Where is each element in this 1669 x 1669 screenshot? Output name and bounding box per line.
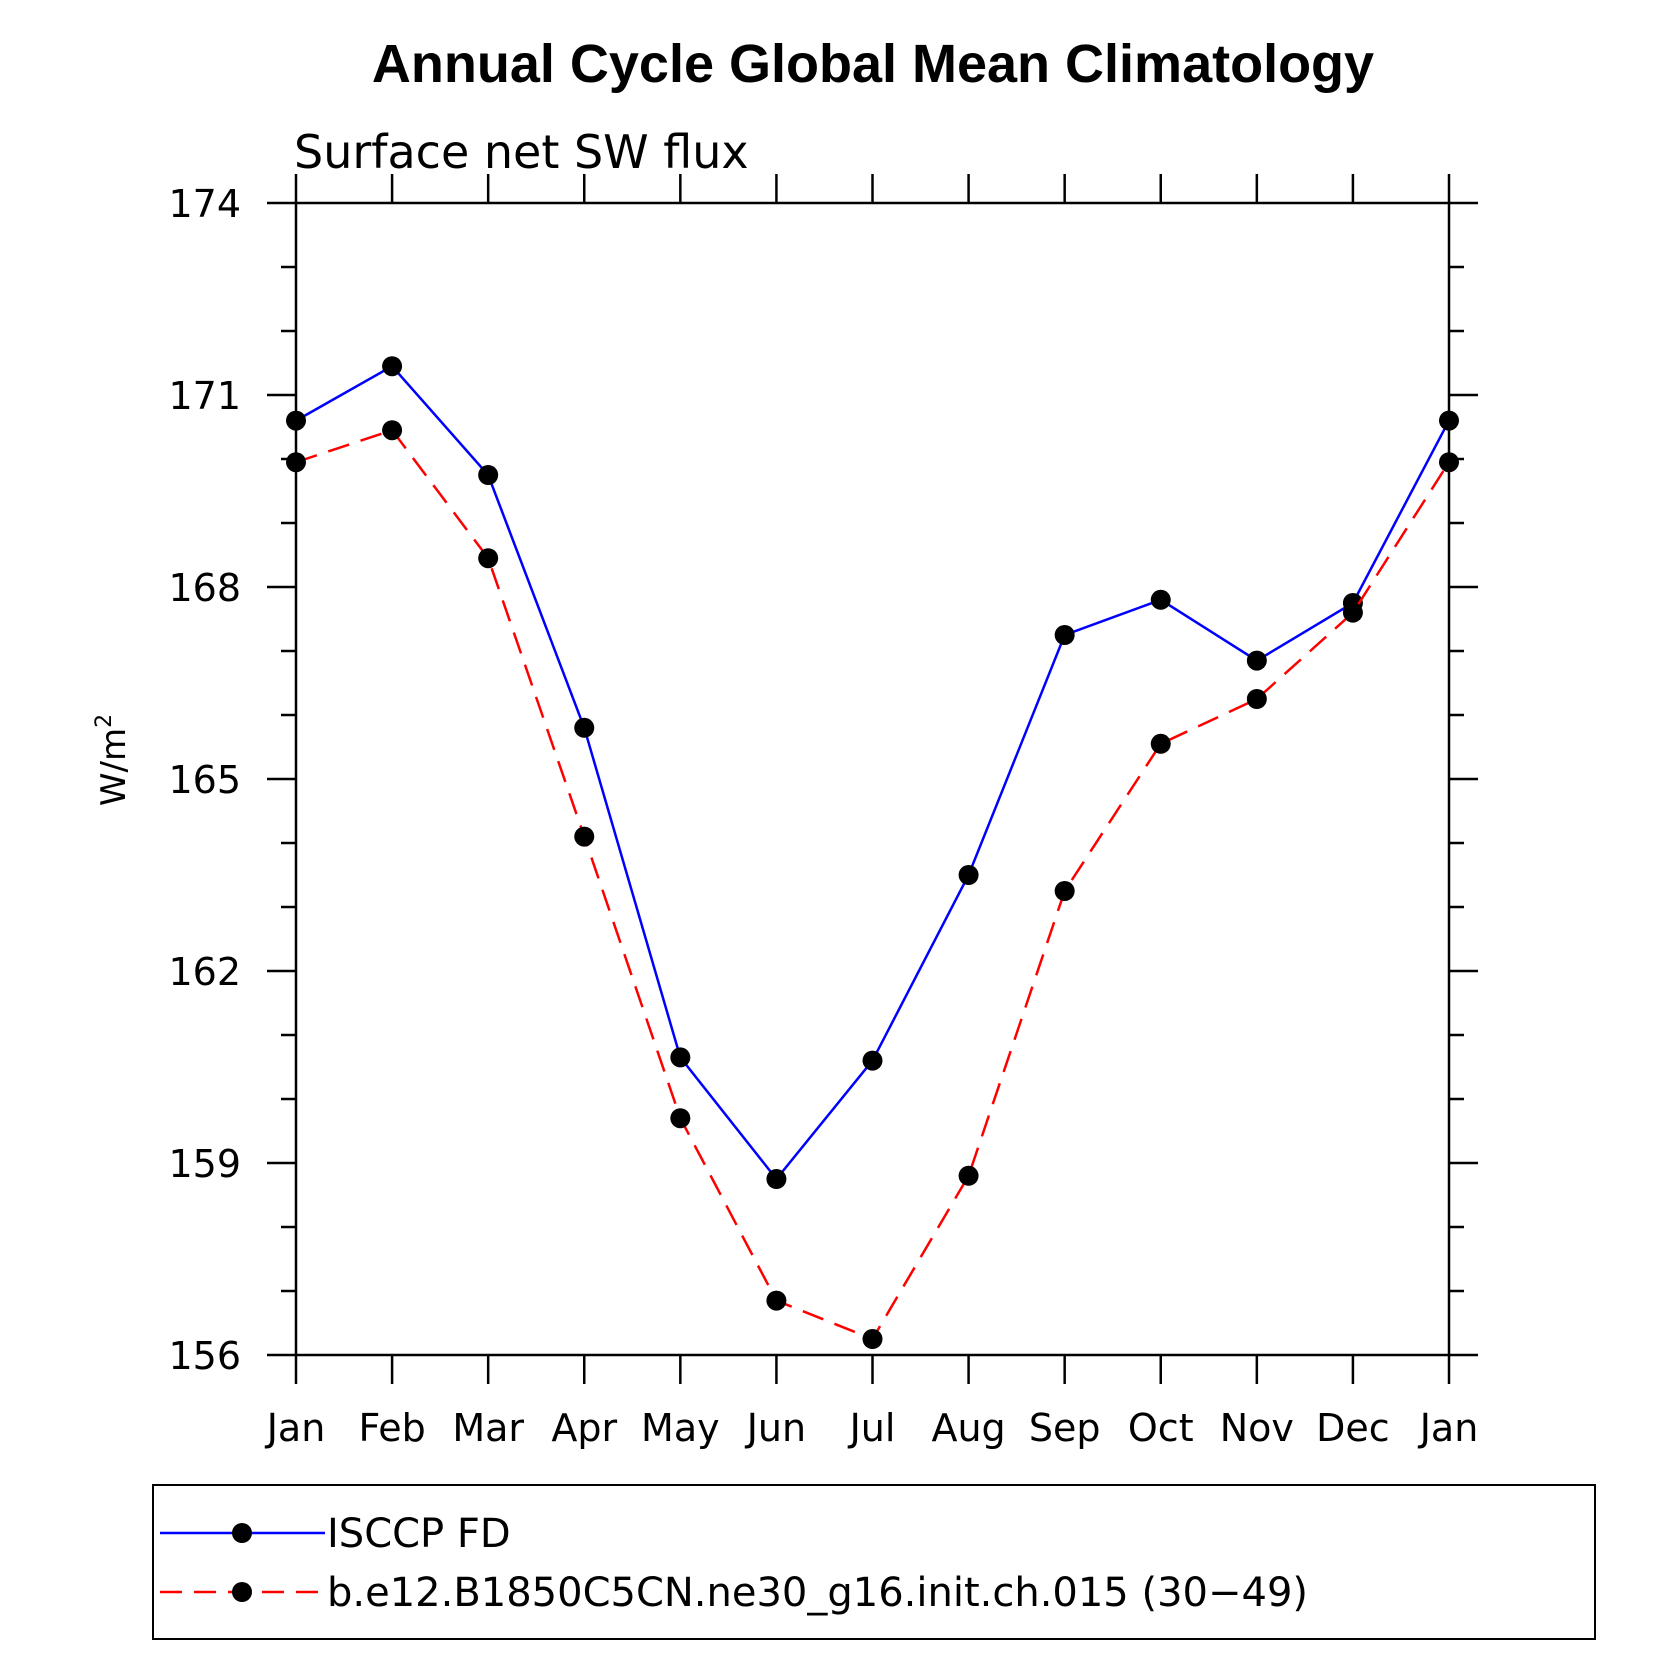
series-0 [286,356,1459,1189]
series-layer [286,356,1459,1349]
data-point [958,1165,979,1186]
data-point [862,1050,883,1071]
y-tick-label: 165 [168,758,241,802]
y-tick-label: 156 [168,1334,241,1378]
data-point [382,420,403,441]
data-point [1342,602,1363,623]
data-point [670,1108,691,1129]
chart-subtitle: Surface net SW flux [294,125,749,179]
data-point [574,826,595,847]
y-axis-label: W/m2 [92,714,134,806]
x-tick-label: Feb [358,1406,425,1450]
y-tick-label: 168 [168,566,241,610]
plot-frame [294,201,1451,1357]
data-point [862,1329,883,1349]
data-point [478,548,499,569]
data-point [1246,650,1267,671]
x-tick-label: May [641,1406,720,1450]
y-tick-label: 159 [168,1142,241,1186]
legend-box [152,1484,1596,1640]
x-tick-label: Nov [1220,1406,1294,1450]
data-point [1054,881,1075,901]
series-1 [286,420,1459,1349]
y-tick-label: 171 [168,374,241,418]
legend: ISCCP FD b.e12.B1850C5CN.ne30_g16.init.ch… [152,1484,1596,1640]
data-point [1054,625,1075,645]
y-axis-label-text: W/m [94,728,134,806]
data-point [286,410,306,431]
x-tick-label: Jul [848,1406,896,1450]
data-point [766,1290,787,1311]
x-tick-label: Mar [452,1406,524,1450]
y-tick-label: 174 [168,182,241,226]
axes: Jan Feb Mar Apr May Jun Jul Aug Sep Oct Nov Dec Jan 1… [168,174,1478,1450]
legend-label: b.e12.B1850C5CN.ne30_g16.init.ch.015 (30… [327,1570,1308,1616]
data-point [1150,733,1171,754]
x-tick-label: Jan [1418,1406,1479,1450]
data-point [766,1169,787,1189]
legend-marker [232,1523,252,1543]
data-point [574,717,595,738]
chart-title: Annual Cycle Global Mean Climatology [372,34,1374,94]
x-tick-label: Jun [745,1406,806,1450]
data-point [958,865,979,885]
series-line [295,428,1451,1341]
y-axis-label-superscript: 2 [92,714,117,728]
data-point [670,1047,691,1068]
y-tick-label: 162 [168,950,241,994]
data-point [382,356,403,377]
data-point [286,452,306,473]
data-point [1150,589,1171,610]
x-tick-label: Sep [1029,1406,1101,1450]
x-tick-label: Oct [1128,1406,1194,1450]
data-point [1439,410,1459,431]
legend-marker [232,1582,252,1602]
x-tick-label: Jan [265,1406,326,1450]
x-tick-label: Dec [1316,1406,1390,1450]
data-point [478,465,499,485]
x-tick-label: Apr [551,1406,617,1450]
legend-label: ISCCP FD [327,1511,511,1557]
x-tick-label: Aug [931,1406,1005,1450]
data-point [1246,689,1267,709]
svg-text:W/m2: W/m2 [92,714,134,806]
data-point [1439,452,1459,473]
